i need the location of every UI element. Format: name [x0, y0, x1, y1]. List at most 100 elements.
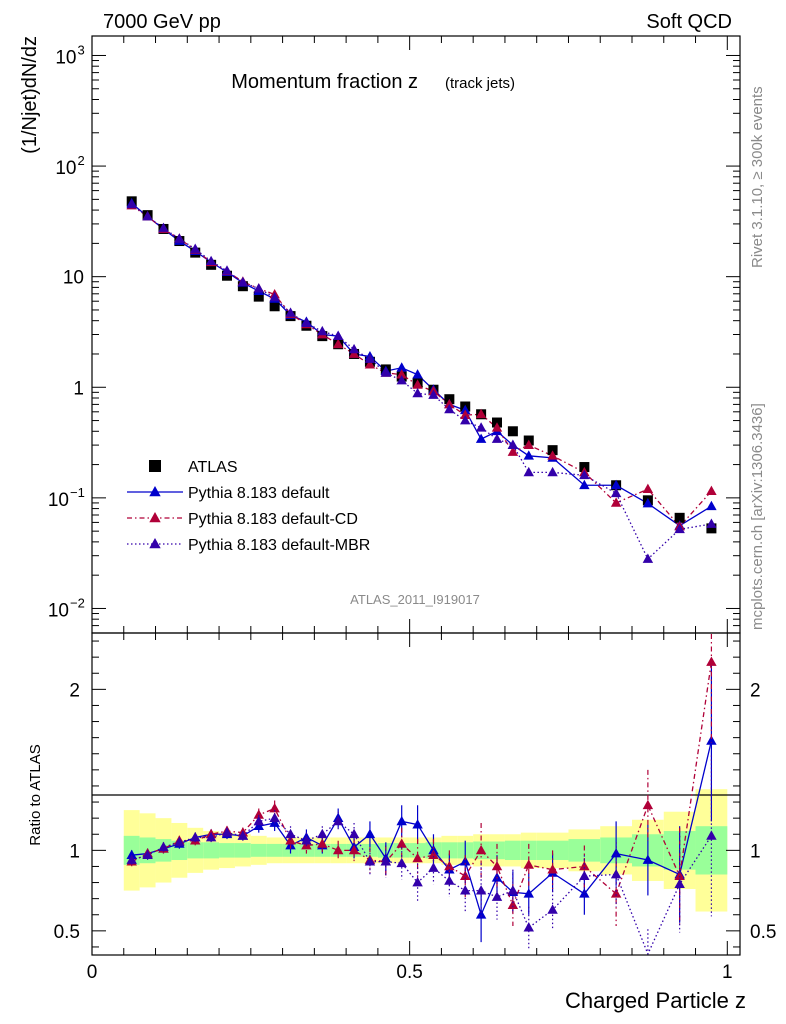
ratio-stat-uncertainty-band	[219, 843, 235, 858]
pythia-8-183-default-mbr-point	[444, 403, 455, 414]
ratio-marks	[126, 634, 717, 956]
ratio-stat-uncertainty-band	[187, 842, 204, 859]
ratio-pythia-8-183-default-mbr-point	[507, 885, 519, 895]
ratio-uncertainty-bands	[123, 789, 728, 912]
ratio-stat-uncertainty-band	[520, 840, 537, 861]
ratio-pythia-8-183-default-cd-point	[547, 864, 558, 874]
pythia-8-183-default-mbr-point	[610, 487, 622, 498]
pythia-8-183-default-cd-point	[396, 369, 407, 379]
pythia-8-183-default-cd-point	[642, 483, 654, 493]
ratio-pythia-8-183-default-point	[364, 828, 376, 839]
ratio-pythia-8-183-default-mbr-point	[428, 862, 439, 872]
pythia-8-183-default-mbr-point	[491, 433, 503, 443]
pythia-8-183-default-cd-point	[491, 422, 503, 432]
ratio-x-axis: 0 0.5 1	[87, 633, 733, 983]
ratio-panel: 0.5 0.51 12 2 0 0.5 1 Ratio to ATLAS Charged …	[27, 632, 776, 1013]
ratio-pythia-8-183-default-point	[285, 840, 296, 850]
ratio-pythia-8-183-default-cd-point	[674, 870, 685, 880]
ratio-pythia-8-183-default-mbr-point	[396, 857, 407, 868]
legend-atlas-label: ATLAS	[188, 459, 238, 476]
ratio-pythia-8-183-default-cd-point	[706, 656, 717, 666]
ratio-pythia-8-183-default-point	[396, 815, 407, 826]
atlas-point	[269, 301, 280, 312]
ratio-pythia-8-183-default-mbr-point	[205, 831, 217, 842]
ratio-x-tick-label: 1	[722, 962, 733, 983]
pythia-8-183-default-mbr-point	[475, 422, 487, 432]
pythia-8-183-default-point	[412, 369, 423, 379]
ratio-pythia-8-183-default-point	[253, 820, 264, 831]
pythia-8-183-default-line	[131, 202, 712, 527]
pythia-8-183-default-point	[475, 433, 487, 443]
pythia-8-183-default-cd-point	[364, 359, 376, 369]
ratio-y-tick-label-right: 1	[750, 841, 761, 862]
main-y-tick-exponent: −2	[70, 595, 85, 610]
legend-pythia-8-183-default-marker	[149, 486, 161, 497]
ratio-pythia-8-183-default-mbr-point	[364, 856, 376, 866]
ratio-y-axis-label: Ratio to ATLAS	[27, 744, 44, 845]
pythia-8-183-default-point	[396, 362, 407, 372]
ratio-pythia-8-183-default-mbr-point	[348, 828, 360, 839]
ratio-y-tick-label: 2	[69, 680, 80, 701]
ratio-y-tick-label-right: 2	[750, 680, 761, 701]
ratio-pythia-8-183-default-point	[475, 909, 487, 919]
ratio-pythia-8-183-default-cd-point	[412, 852, 423, 863]
pythia-8-183-default-cd-point	[610, 497, 622, 507]
pythia-8-183-default-point	[579, 479, 590, 490]
ratio-pythia-8-183-default-cd-point	[579, 860, 590, 871]
pythia-8-183-default-cd-point	[444, 398, 455, 409]
ratio-pythia-8-183-default-mbr-point	[317, 828, 328, 839]
pythia-8-183-default-cd-point	[412, 379, 423, 389]
ratio-pythia-8-183-default-mbr-point	[221, 827, 233, 837]
pythia-8-183-default-point	[460, 404, 471, 415]
ratio-pythia-8-183-default-point	[491, 872, 503, 882]
legend-pythia-8-183-default-mbr-label: Pythia 8.183 default-MBR	[188, 537, 370, 554]
ratio-pythia-8-183-default-cd-point	[642, 799, 654, 810]
ratio-pythia-8-183-default-mbr-point	[285, 828, 296, 839]
ratio-pythia-8-183-default-mbr-point	[610, 869, 622, 879]
pythia-8-183-default-point	[706, 500, 717, 511]
main-y-tick-label: 10	[48, 600, 69, 621]
atlas-point	[706, 523, 717, 534]
main-y-tick-exponent: 2	[78, 153, 85, 168]
ratio-stat-uncertainty-band	[489, 841, 505, 860]
pythia-8-183-default-point	[610, 479, 622, 490]
ratio-stat-uncertainty-band	[203, 842, 220, 859]
pythia-8-183-default-mbr-point	[269, 291, 280, 302]
pythia-8-183-default-mbr-point	[174, 233, 185, 243]
pythia-8-183-default-mbr-point	[547, 466, 558, 477]
atlas-point	[507, 426, 518, 437]
pythia-8-183-default-mbr-point	[523, 466, 534, 477]
beam-energy-label: 7000 GeV pp	[103, 11, 221, 33]
ratio-pythia-8-183-default-mbr-point	[491, 891, 503, 901]
ratio-pythia-8-183-default-cd-point	[269, 802, 280, 813]
main-y-tick-label: 10	[63, 268, 84, 289]
ratio-frame	[91, 632, 741, 956]
pythia-8-183-default-mbr-point	[428, 389, 439, 399]
x-axis-label: Charged Particle z	[565, 988, 746, 1013]
main-y-tick-exponent: 3	[78, 42, 85, 57]
main-y-tick-exponent: −1	[70, 485, 85, 500]
ratio-pythia-8-183-default-mbr-point	[579, 870, 590, 880]
ratio-stat-uncertainty-band	[266, 843, 283, 857]
ratio-stat-uncertainty-band	[234, 843, 251, 858]
pythia-8-183-default-mbr-point	[126, 198, 137, 209]
ratio-pythia-8-183-default-mbr-point	[674, 878, 685, 889]
ratio-pythia-8-183-default-mbr-point	[269, 812, 280, 822]
ratio-pythia-8-183-default-point	[579, 888, 590, 898]
ratio-pythia-8-183-default-mbr-point	[444, 875, 455, 885]
ratio-pythia-8-183-default-cd-point	[475, 844, 487, 855]
legend-pythia-8-183-default-cd-marker	[149, 512, 161, 523]
ratio-pythia-8-183-default-point	[706, 735, 717, 745]
main-title: Momentum fraction z	[231, 71, 418, 93]
ratio-pythia-8-183-default-mbr-point	[237, 830, 249, 840]
pythia-8-183-default-cd-point	[547, 450, 558, 460]
ratio-pythia-8-183-default-mbr-point	[547, 904, 558, 914]
ratio-pythia-8-183-default-cd-point	[332, 844, 344, 855]
pythia-8-183-default-mbr-point	[332, 330, 344, 340]
pythia-8-183-default-mbr-point	[348, 343, 360, 354]
ratio-pythia-8-183-default-mbr-point	[332, 815, 344, 826]
legend-pythia-8-183-default-cd-label: Pythia 8.183 default-CD	[188, 511, 358, 528]
ratio-pythia-8-183-default-cd-point	[610, 888, 622, 898]
